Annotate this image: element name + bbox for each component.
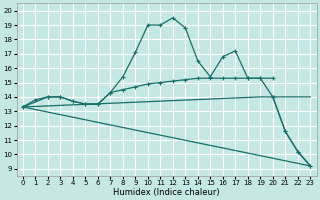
X-axis label: Humidex (Indice chaleur): Humidex (Indice chaleur) — [113, 188, 220, 197]
